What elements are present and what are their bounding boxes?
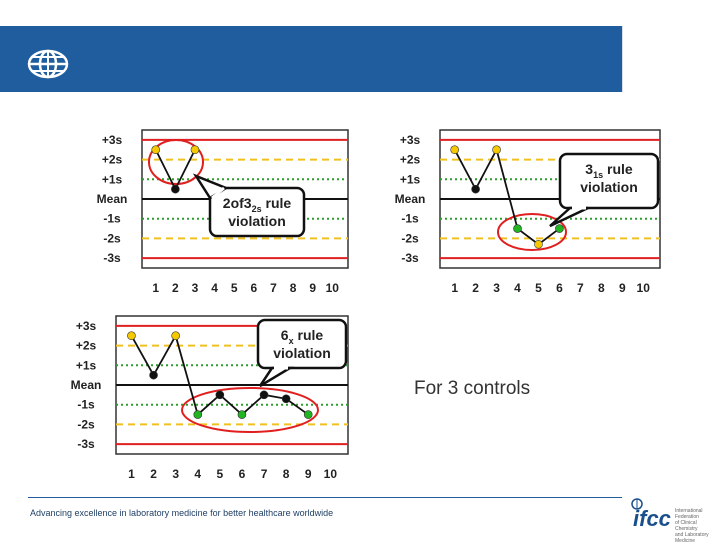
callout-subtitle: violation (580, 179, 638, 195)
callout-subtitle: violation (228, 213, 286, 229)
data-point (450, 145, 459, 155)
y-tick-label: -2s (401, 231, 419, 245)
x-tick-label: 9 (305, 467, 312, 481)
violation-highlight (181, 387, 319, 433)
data-point (513, 224, 522, 233)
callout-title: 31s rule (585, 161, 633, 180)
x-tick-label: 6 (239, 467, 246, 481)
callout-box (208, 186, 306, 238)
y-tick-label: -3s (77, 437, 95, 451)
ifcc-logo (631, 498, 643, 510)
y-tick-label: -3s (401, 251, 419, 265)
x-tick-label: 10 (324, 467, 338, 481)
ifcc-logo-text: ifcc (633, 506, 671, 531)
x-tick-label: 10 (326, 281, 340, 295)
y-tick-label: +1s (102, 172, 123, 186)
x-tick-label: 4 (194, 467, 201, 481)
y-tick-label: +3s (102, 133, 123, 147)
caption: For 3 controls (414, 378, 531, 399)
y-tick-label: +2s (76, 339, 97, 353)
x-tick-label: 7 (261, 467, 268, 481)
y-tick-label: Mean (71, 378, 102, 392)
slide-number-panel (622, 26, 720, 92)
x-tick-label: 5 (535, 281, 542, 295)
callout-box (256, 318, 348, 370)
data-point (149, 370, 158, 380)
x-tick-label: 3 (493, 281, 500, 295)
callout-box (558, 152, 660, 210)
y-tick-label: +2s (400, 153, 421, 167)
y-tick-label: -1s (77, 398, 95, 412)
x-tick-label: 1 (152, 281, 159, 295)
data-point (237, 410, 247, 419)
data-point (127, 331, 136, 341)
callout-subtitle: violation (273, 345, 331, 361)
x-tick-label: 9 (619, 281, 626, 295)
y-tick-label: +1s (400, 172, 421, 186)
y-tick-label: -1s (103, 212, 121, 226)
x-tick-label: 6 (556, 281, 563, 295)
callout-pointer-mask (211, 186, 225, 200)
slide-number: 32 (662, 34, 682, 53)
logo-sub-line: International Federation (675, 508, 703, 520)
y-tick-label: -1s (401, 212, 419, 226)
y-tick-label: -2s (103, 231, 121, 245)
violation-highlight (148, 139, 204, 185)
callout-title: 2of32s rule (223, 195, 292, 214)
x-tick-label: 3 (172, 467, 179, 481)
x-tick-label: 1 (451, 281, 458, 295)
y-tick-label: Mean (395, 192, 426, 206)
data-point (534, 240, 543, 249)
x-tick-label: 10 (637, 281, 651, 295)
data-point (303, 410, 313, 419)
title-banner (0, 26, 622, 92)
x-tick-label: 9 (309, 281, 316, 295)
x-tick-label: 7 (270, 281, 277, 295)
data-point (151, 145, 161, 155)
chart-6x: +3s +2s +1s Mean -1s -2s -3s 1 2 3 4 5 6 7 8 9 10 6x rule… (71, 315, 349, 481)
x-tick-label: 6 (250, 281, 257, 295)
y-tick-label: +3s (76, 319, 97, 333)
x-tick-label: 8 (283, 467, 290, 481)
x-tick-label: 3 (192, 281, 199, 295)
y-tick-label: -2s (77, 417, 95, 431)
data-point (555, 224, 564, 233)
x-tick-label: 2 (150, 467, 157, 481)
data-point (190, 145, 200, 155)
logo-sub-line: and Laboratory Medicine (675, 532, 709, 544)
ifcc-logo-subtitle: International Federation of Clinical Che… (675, 508, 720, 544)
data-point (259, 390, 269, 400)
x-tick-label: 7 (577, 281, 584, 295)
globe-icon (27, 49, 69, 79)
x-tick-label: 2 (472, 281, 479, 295)
y-tick-label: Mean (97, 192, 128, 206)
x-tick-label: 5 (217, 467, 224, 481)
y-tick-label: +3s (400, 133, 421, 147)
chart-2of3-2s: +3s +2s +1s Mean -1s -2s -3s 1 2 3 4 5 6 7 8 9 10 2of32s … (97, 129, 349, 295)
y-tick-label: +2s (102, 153, 123, 167)
data-point (171, 184, 180, 194)
footer-tagline: Advancing excellence in laboratory medic… (30, 508, 334, 518)
x-tick-label: 2 (172, 281, 179, 295)
logo-sub-line: of Clinical Chemistry (675, 520, 698, 532)
data-point (281, 394, 291, 404)
y-tick-label: +1s (76, 358, 97, 372)
x-tick-label: 8 (598, 281, 605, 295)
violation-highlight (497, 213, 567, 251)
x-tick-label: 1 (128, 467, 135, 481)
footer-divider (28, 497, 622, 498)
data-point (471, 184, 480, 194)
chart-3-1s: +3s +2s +1s Mean -1s -2s -3s 1 2 3 4 5 6 7 8 9 10 31s rul… (395, 129, 661, 295)
x-tick-label: 4 (211, 281, 218, 295)
x-tick-label: 5 (231, 281, 238, 295)
data-point (492, 145, 501, 155)
data-point (171, 331, 180, 341)
x-tick-label: 4 (514, 281, 521, 295)
series-line (453, 147, 560, 246)
data-point (193, 410, 203, 419)
callout-title: 6x rule (281, 327, 324, 346)
data-point (215, 390, 225, 400)
y-tick-label: -3s (103, 251, 121, 265)
x-tick-label: 8 (290, 281, 297, 295)
